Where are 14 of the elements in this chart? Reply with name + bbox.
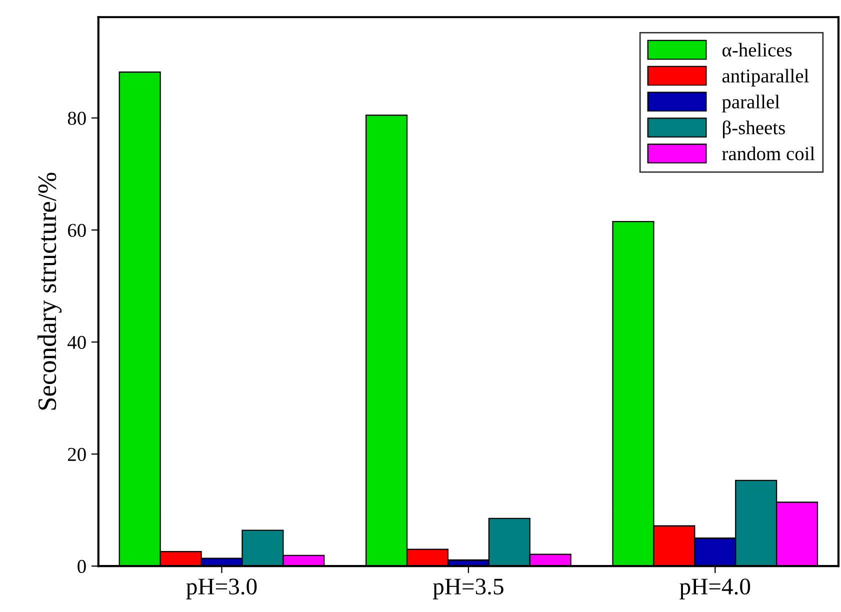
x-tick-label: pH=3.0	[186, 578, 257, 600]
y-tick-label: 60	[68, 224, 86, 237]
legend-label: parallel	[722, 94, 780, 112]
y-tick-label: 20	[68, 448, 86, 462]
legend-label: β-sheets	[722, 120, 785, 138]
y-axis-title: Secondary structure/%	[38, 172, 62, 410]
y-tick-label: 0	[78, 560, 86, 574]
y-tick-label: 40	[68, 336, 86, 349]
x-tick-label: pH=4.0	[680, 578, 750, 600]
legend-label: random coil	[722, 146, 815, 160]
legend-label: antiparallel	[722, 68, 809, 86]
legend-label: α-helices	[722, 42, 792, 57]
x-tick-label: pH=3.5	[432, 578, 504, 600]
y-tick-label: 80	[68, 112, 86, 125]
